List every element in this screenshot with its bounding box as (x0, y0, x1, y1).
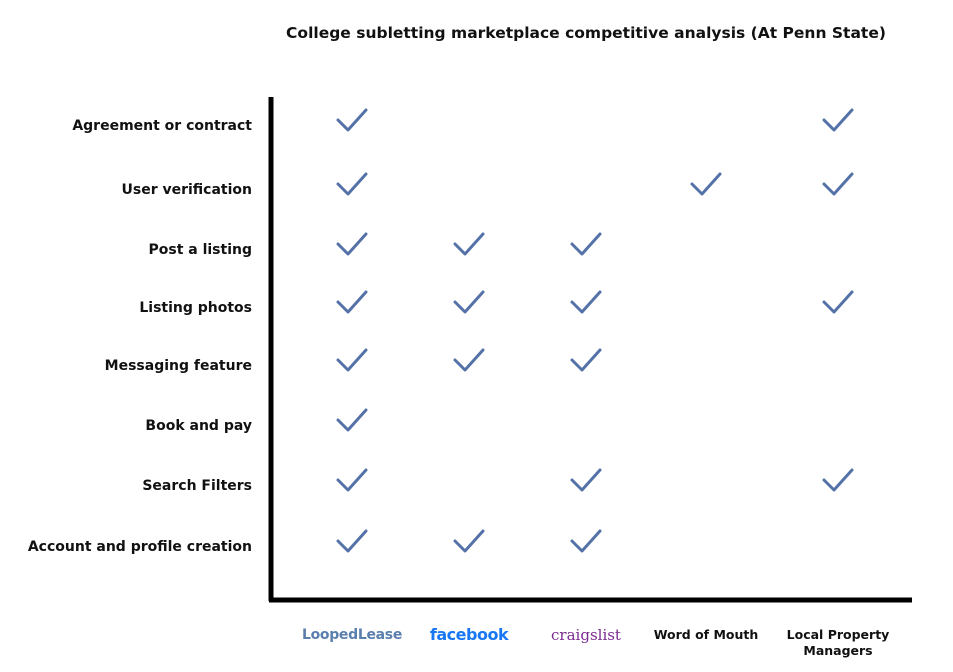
checkmark (336, 108, 368, 132)
feature-label: Post a listing (148, 242, 252, 258)
competitor-label: facebook (429, 625, 509, 644)
checkmark (453, 529, 485, 553)
checkmark (336, 529, 368, 553)
checkmark (570, 348, 602, 372)
checkmark (822, 468, 854, 492)
feature-label: Account and profile creation (27, 539, 252, 555)
checkmark (453, 348, 485, 372)
checkmark (822, 172, 854, 196)
checkmark (570, 529, 602, 553)
competitor-label: Local Property Managers (786, 627, 890, 658)
checkmark (822, 290, 854, 314)
checkmark (453, 290, 485, 314)
checkmark (336, 290, 368, 314)
feature-label: Listing photos (139, 300, 252, 316)
feature-label: Messaging feature (104, 358, 252, 374)
checkmark (336, 348, 368, 372)
checkmark (453, 232, 485, 256)
feature-label: Agreement or contract (72, 118, 252, 134)
feature-label: Search Filters (142, 478, 252, 494)
competitor-label: Word of Mouth (653, 627, 759, 642)
checkmark (336, 408, 368, 432)
checkmark (336, 468, 368, 492)
feature-label: Book and pay (145, 418, 252, 434)
checkmark (690, 172, 722, 196)
checkmark (822, 108, 854, 132)
competitor-label: LoopedLease (301, 627, 403, 643)
checkmark (336, 172, 368, 196)
checkmark (570, 290, 602, 314)
title: College subletting marketplace competiti… (286, 24, 886, 42)
feature-label: User verification (121, 182, 253, 198)
checkmark (336, 232, 368, 256)
checkmark (570, 468, 602, 492)
competitor-label: craigslist (551, 626, 621, 644)
checkmark (570, 232, 602, 256)
